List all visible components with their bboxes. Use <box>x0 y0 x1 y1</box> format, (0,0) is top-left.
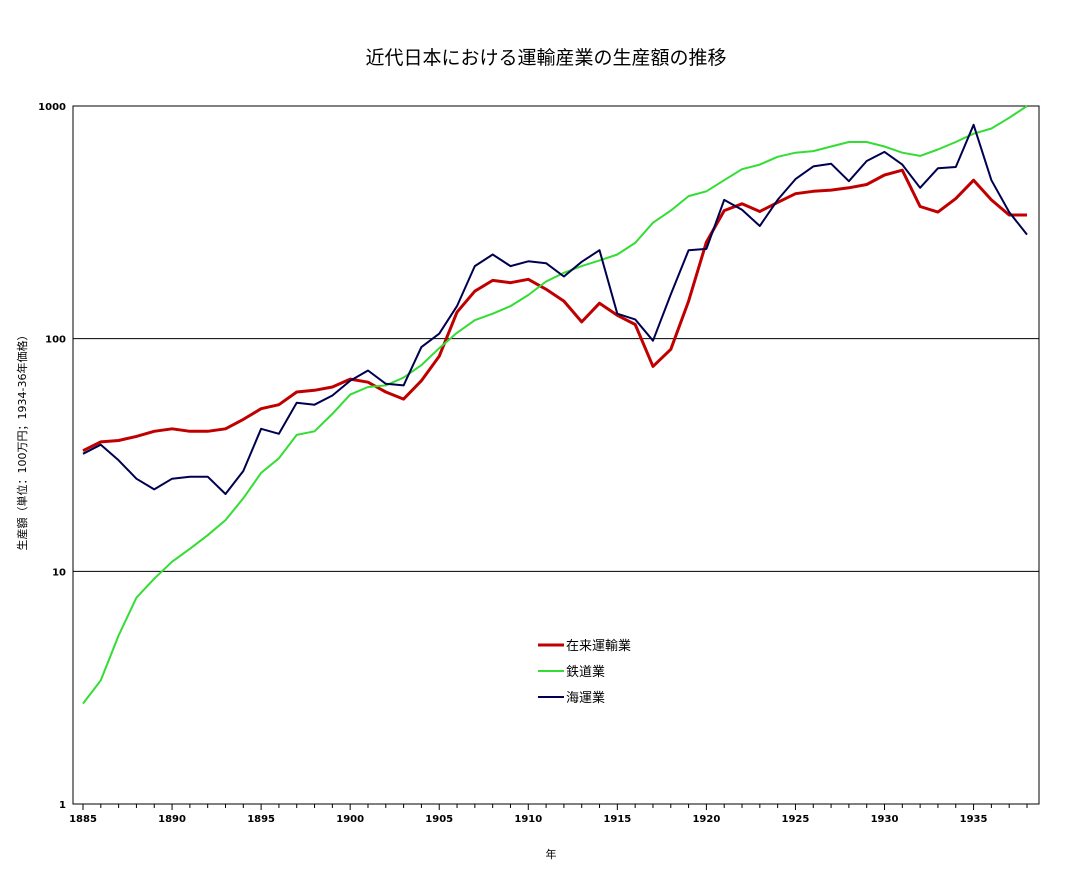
x-tick-label: 1925 <box>782 814 810 825</box>
x-tick-label: 1895 <box>247 814 275 825</box>
x-tick-label: 1885 <box>69 814 97 825</box>
y-tick-label: 10 <box>52 567 66 578</box>
x-tick-label: 1900 <box>336 814 364 825</box>
x-tick-label: 1890 <box>158 814 186 825</box>
y-axis-label: 生産額（単位：100万円；1934-36年価格） <box>15 330 29 551</box>
y-tick-label: 100 <box>45 335 66 346</box>
chart-title: 近代日本における運輸産業の生産額の推移 <box>365 47 726 69</box>
legend-item-railway: 鉄道業 <box>538 664 605 680</box>
x-axis-label: 年 <box>546 847 557 861</box>
y-axis-ticks: 1 10 100 1000 <box>38 102 66 811</box>
x-axis-ticks: 1885 1890 1895 1900 1905 1910 1915 1920 1925 1930… <box>69 804 1028 825</box>
series-line-2 <box>82 123 1028 495</box>
legend-label-zairai: 在来運輸業 <box>566 638 631 654</box>
grid-lines <box>73 338 1039 572</box>
x-tick-label: 1915 <box>603 814 631 825</box>
legend-label-railway: 鉄道業 <box>566 664 605 680</box>
x-tick-label: 1920 <box>692 814 720 825</box>
legend-label-shipping: 海運業 <box>566 690 605 706</box>
legend-item-zairai: 在来運輸業 <box>538 638 631 654</box>
plot-area <box>72 105 1040 805</box>
series-line-0 <box>82 168 1027 453</box>
y-tick-label: 1 <box>59 800 66 811</box>
legend: 在来運輸業 鉄道業 海運業 <box>538 638 631 706</box>
legend-item-shipping: 海運業 <box>538 690 605 706</box>
x-tick-label: 1935 <box>960 814 988 825</box>
x-tick-label: 1905 <box>425 814 453 825</box>
x-tick-label: 1910 <box>514 814 542 825</box>
x-tick-label: 1930 <box>871 814 899 825</box>
y-tick-label: 1000 <box>38 102 66 113</box>
series-lines <box>82 105 1028 705</box>
series-line-1 <box>82 105 1028 705</box>
